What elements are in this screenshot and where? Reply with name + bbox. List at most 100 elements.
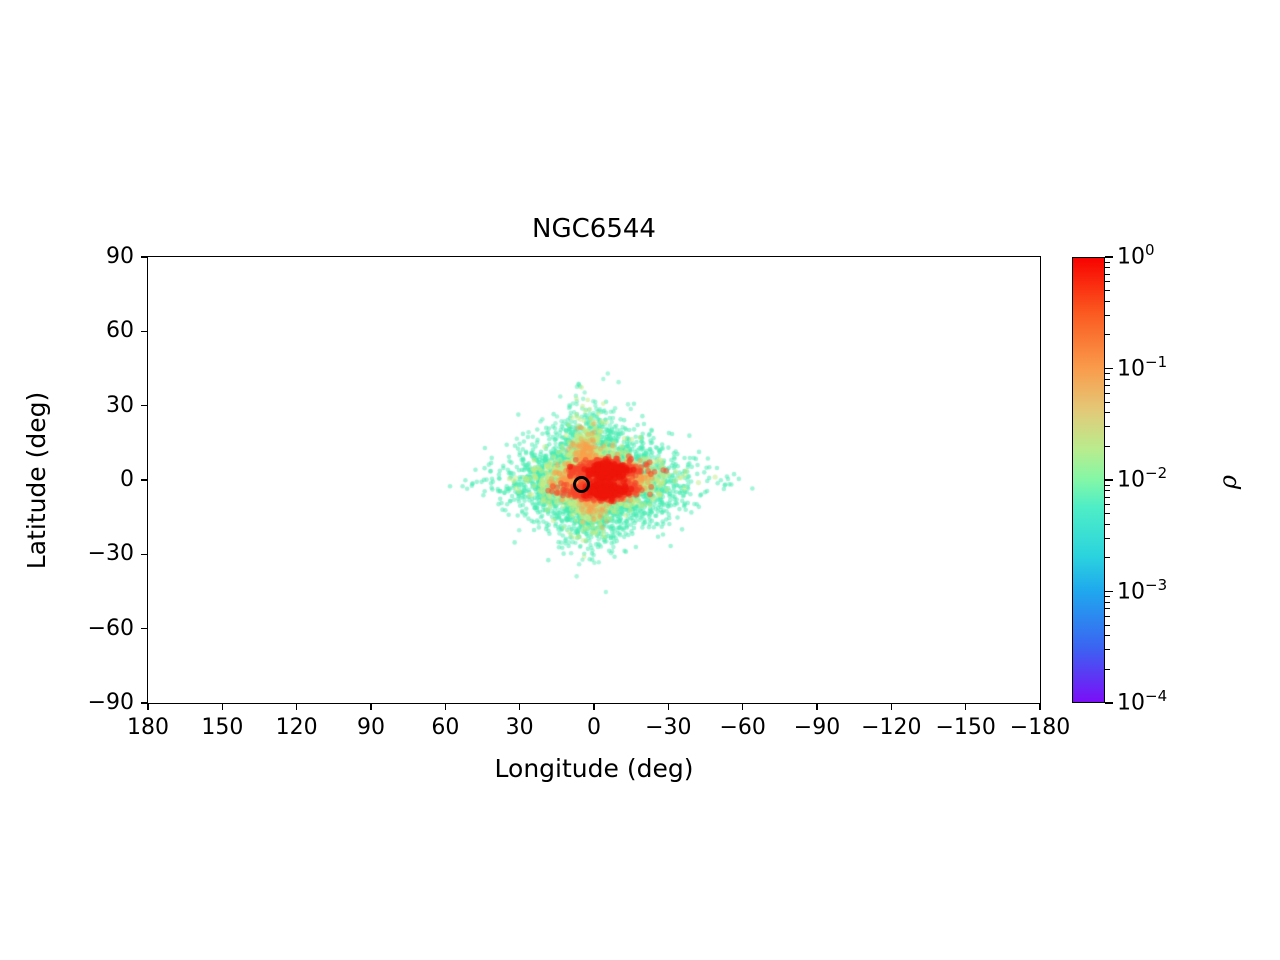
colorbar-minor-tick — [1105, 635, 1110, 637]
plot-area — [147, 256, 1041, 704]
y-tick-mark — [141, 553, 148, 555]
x-tick-mark — [965, 703, 967, 710]
chart-title: NGC6544 — [532, 214, 656, 244]
x-tick-label: 60 — [431, 715, 460, 740]
colorbar-minor-tick — [1105, 261, 1110, 263]
colorbar-tick-base: 10 — [1117, 578, 1145, 604]
colorbar-minor-tick — [1105, 649, 1110, 651]
colorbar-minor-tick — [1105, 608, 1110, 610]
colorbar-minor-tick — [1105, 513, 1110, 515]
colorbar-minor-tick — [1105, 267, 1110, 269]
colorbar-minor-tick — [1105, 624, 1110, 626]
colorbar-minor-tick — [1105, 314, 1110, 316]
colorbar-minor-tick — [1105, 373, 1110, 375]
x-tick-mark — [742, 703, 744, 710]
colorbar-tick-exponent: −1 — [1145, 352, 1168, 371]
colorbar-major-tick — [1105, 367, 1113, 370]
x-tick-label: −30 — [645, 715, 692, 740]
x-tick-label: −60 — [719, 715, 766, 740]
colorbar-minor-tick — [1105, 596, 1110, 598]
colorbar-minor-tick — [1105, 601, 1110, 603]
colorbar-minor-tick — [1105, 412, 1110, 414]
colorbar-minor-tick — [1105, 273, 1110, 275]
x-tick-mark — [667, 703, 669, 710]
y-tick-mark — [141, 405, 148, 407]
colorbar-tick-exponent: −3 — [1145, 575, 1168, 594]
colorbar-tick-label: 10−3 — [1117, 575, 1168, 606]
y-tick-mark — [141, 702, 148, 704]
colorbar-tick-exponent: −4 — [1145, 687, 1168, 705]
colorbar-major-tick — [1105, 590, 1113, 593]
x-axis-label: Longitude (deg) — [494, 754, 694, 783]
colorbar-minor-tick — [1105, 290, 1110, 292]
x-tick-mark — [519, 703, 521, 710]
colorbar-minor-tick — [1105, 334, 1110, 336]
colorbar-minor-tick — [1105, 445, 1110, 447]
cluster-marker-circle — [573, 476, 591, 494]
colorbar-tick-base: 10 — [1117, 355, 1145, 381]
colorbar-gradient — [1072, 257, 1105, 703]
y-tick-label: −30 — [87, 541, 134, 567]
colorbar-major-tick — [1105, 256, 1113, 258]
colorbar-minor-tick — [1105, 281, 1110, 283]
y-tick-label: 30 — [106, 392, 134, 418]
x-tick-mark — [1039, 703, 1041, 710]
colorbar-minor-tick — [1105, 392, 1110, 394]
x-tick-label: −180 — [1009, 715, 1071, 740]
colorbar-minor-tick — [1105, 537, 1110, 539]
colorbar-minor-tick — [1105, 523, 1110, 525]
x-tick-label: 30 — [505, 715, 534, 740]
x-tick-label: 90 — [357, 715, 385, 740]
y-tick-label: 0 — [120, 467, 134, 492]
colorbar-minor-tick — [1105, 615, 1110, 617]
colorbar-tick-label: 10−4 — [1117, 689, 1167, 717]
colorbar-minor-tick — [1105, 496, 1110, 498]
density-scatter-canvas — [148, 257, 1040, 703]
colorbar-minor-tick — [1105, 484, 1110, 486]
x-tick-label: −120 — [861, 715, 922, 740]
colorbar-minor-tick — [1105, 300, 1110, 302]
x-tick-label: 0 — [587, 715, 601, 740]
y-tick-label: 90 — [106, 244, 134, 269]
y-tick-mark — [141, 256, 148, 258]
colorbar-major-tick — [1105, 702, 1113, 704]
colorbar-tick-label: 10−2 — [1117, 466, 1167, 494]
y-tick-label: −60 — [87, 615, 134, 641]
colorbar-tick-base: 10 — [1117, 467, 1145, 493]
colorbar-tick-exponent: 0 — [1145, 241, 1155, 259]
colorbar-minor-tick — [1105, 557, 1110, 559]
y-tick-label: −90 — [87, 690, 134, 715]
y-tick-label: 60 — [106, 318, 134, 344]
y-tick-mark — [141, 628, 148, 630]
colorbar-minor-tick — [1105, 401, 1110, 403]
colorbar-tick-label: 100 — [1117, 243, 1155, 271]
colorbar-tick-exponent: −2 — [1145, 464, 1168, 482]
x-tick-mark — [370, 703, 372, 710]
x-tick-label: −90 — [793, 715, 841, 740]
y-axis-label: Latitude (deg) — [22, 391, 52, 569]
colorbar-tick-base: 10 — [1117, 244, 1145, 270]
x-tick-label: −150 — [935, 715, 996, 740]
colorbar-label-rho: ρ — [1214, 474, 1242, 490]
x-tick-mark — [593, 703, 595, 710]
colorbar-minor-tick — [1105, 490, 1110, 492]
colorbar-minor-tick — [1105, 504, 1110, 506]
x-tick-mark — [816, 703, 818, 710]
colorbar-minor-tick — [1105, 378, 1110, 380]
x-tick-mark — [444, 703, 446, 710]
colorbar-minor-tick — [1105, 668, 1110, 670]
x-tick-mark — [221, 703, 223, 710]
colorbar-minor-tick — [1105, 385, 1110, 387]
x-tick-label: 150 — [201, 715, 244, 740]
x-tick-label: 180 — [127, 715, 169, 740]
colorbar-tick-base: 10 — [1117, 690, 1145, 716]
y-axis-label-wrap: Latitude (deg) — [14, 257, 60, 703]
x-tick-label: 120 — [275, 715, 318, 740]
colorbar-minor-tick — [1105, 426, 1110, 428]
colorbar-major-tick — [1105, 479, 1113, 481]
y-tick-mark — [141, 479, 148, 481]
x-tick-mark — [296, 703, 298, 710]
y-tick-mark — [141, 330, 148, 332]
x-tick-mark — [147, 703, 149, 710]
